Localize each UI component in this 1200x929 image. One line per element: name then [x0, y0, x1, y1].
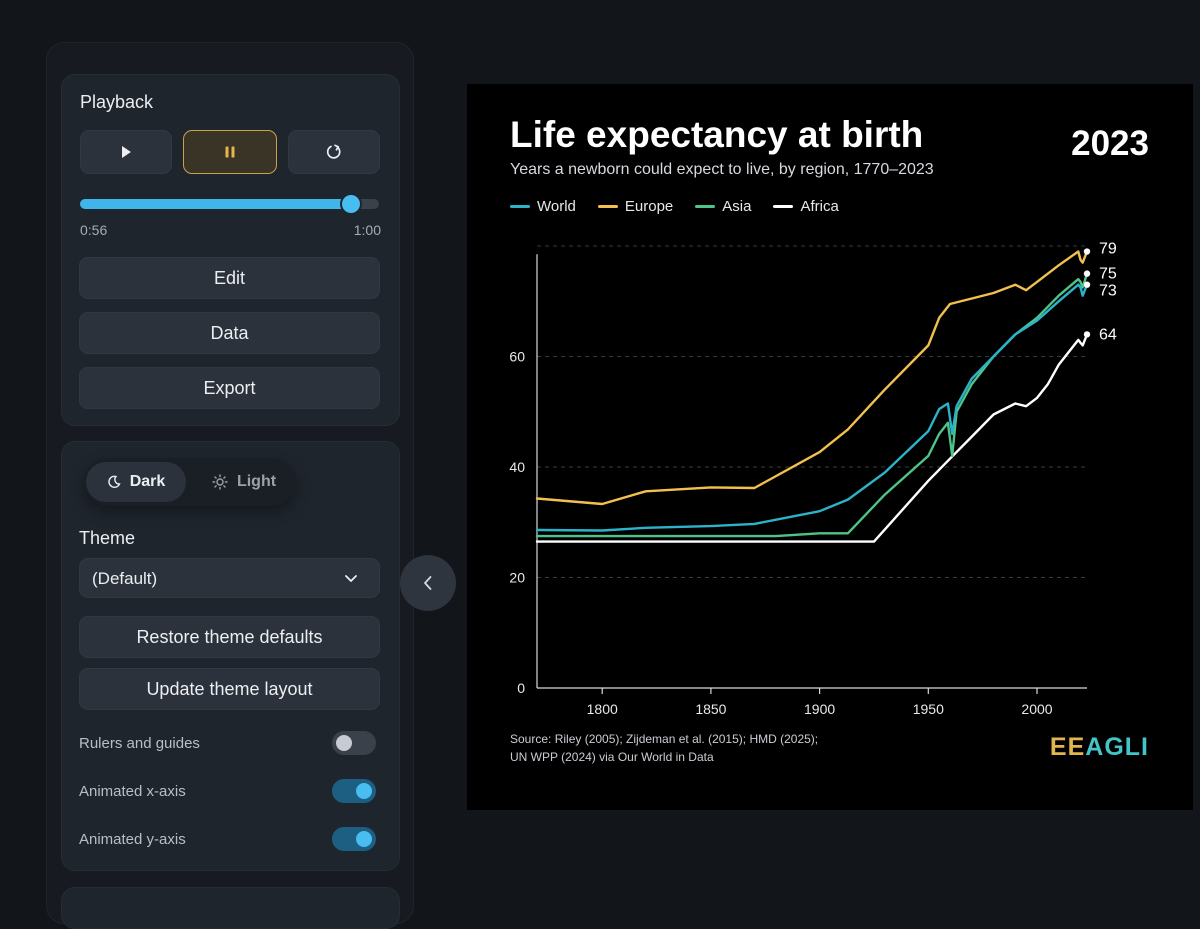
legend-label: Europe: [624, 198, 674, 215]
restart-button[interactable]: [288, 130, 380, 174]
playback-scrubber[interactable]: [80, 195, 379, 213]
moon-icon: [107, 475, 121, 488]
toggle-label: Animated y-axis: [79, 831, 186, 848]
line-chart: 0 20 40 60 1800 1850 1900 1950 2000 73 79 75 64: [509, 241, 1117, 717]
scrubber-thumb[interactable]: [341, 195, 360, 213]
chart-subtitle: Years a newborn could expect to live, by…: [510, 161, 934, 178]
series-line-asia: [535, 272, 1089, 538]
scrubber-fill: [80, 199, 351, 209]
source-line-1: Source: Riley (2005); Zijdeman et al. (2…: [510, 732, 819, 746]
end-label-asia: 75: [1099, 266, 1117, 283]
legend-label: Africa: [800, 198, 839, 215]
data-button[interactable]: Data: [79, 312, 380, 354]
legend-item-europe: Europe: [597, 198, 674, 215]
theme-mode-switch: Dark Light: [84, 458, 296, 506]
x-tick-label: 2000: [1021, 701, 1052, 717]
end-point-world: [1083, 281, 1091, 288]
play-icon: [122, 146, 131, 158]
time-current: 0:56: [80, 222, 108, 238]
chart-legend: World Europe Asia Africa: [510, 198, 839, 215]
legend-label: Asia: [722, 198, 752, 215]
chart-source: Source: Riley (2005); Zijdeman et al. (2…: [510, 730, 818, 766]
dark-mode-label: Dark: [129, 473, 166, 490]
legend-swatch: [510, 205, 530, 208]
x-tick-label: 1900: [804, 701, 835, 717]
play-button[interactable]: [80, 130, 172, 174]
time-total: 1:00: [353, 222, 381, 238]
y-tick-label: 20: [509, 570, 525, 586]
series-line-europe: [535, 250, 1089, 506]
x-tick-label: 1950: [913, 701, 944, 717]
legend-label: World: [537, 198, 576, 215]
toggle-row-y-axis: Animated y-axis: [79, 827, 380, 853]
legend-item-africa: Africa: [773, 198, 839, 215]
collapse-panel-button[interactable]: [400, 555, 456, 611]
sun-icon: [212, 474, 228, 490]
restart-icon: [326, 144, 341, 159]
end-label-world: 73: [1099, 283, 1117, 300]
theme-select[interactable]: (Default): [79, 558, 380, 598]
x-tick-label: 1800: [587, 701, 618, 717]
export-button[interactable]: Export: [79, 367, 380, 409]
light-mode-option[interactable]: Light: [196, 462, 292, 502]
chevron-down-icon: [345, 575, 357, 582]
end-point-africa: [1083, 331, 1091, 338]
theme-label: Theme: [79, 528, 136, 548]
end-label-africa: 64: [1099, 326, 1117, 343]
rulers-toggle[interactable]: [332, 731, 376, 755]
legend-item-world: World: [510, 198, 576, 215]
chart-title: Life expectancy at birth: [510, 114, 924, 155]
brand-logo: EEAGLI: [1049, 733, 1149, 761]
update-theme-layout-button[interactable]: Update theme layout: [79, 668, 380, 710]
end-point-europe: [1083, 248, 1091, 255]
animated-y-axis-toggle[interactable]: [332, 827, 376, 851]
animated-x-axis-toggle[interactable]: [332, 779, 376, 803]
y-tick-label: 0: [517, 680, 525, 696]
edit-button[interactable]: Edit: [79, 257, 380, 299]
theme-card: Dark Light Theme (Default) Restore theme…: [61, 441, 400, 871]
toggle-label: Rulers and guides: [79, 735, 200, 752]
legend-swatch: [597, 205, 618, 208]
legend-swatch: [695, 205, 716, 208]
end-point-asia: [1083, 270, 1091, 277]
series-line-africa: [535, 333, 1089, 543]
toggle-knob: [356, 831, 372, 847]
legend-item-asia: Asia: [695, 198, 751, 215]
pause-icon: [225, 146, 235, 158]
x-tick-label: 1850: [695, 701, 726, 717]
playback-card: Playback 0:56 1:00 Edit Data Export: [61, 74, 400, 426]
theme-select-value: (Default): [92, 569, 158, 588]
toggle-knob: [356, 783, 372, 799]
legend-swatch: [773, 205, 794, 208]
source-line-2: UN WPP (2024) via Our World in Data: [510, 750, 714, 764]
light-mode-label: Light: [236, 473, 277, 490]
chevron-left-icon: [424, 576, 432, 590]
next-card: [61, 887, 400, 929]
pause-button[interactable]: [183, 130, 277, 174]
dark-mode-option[interactable]: Dark: [86, 462, 186, 502]
chart-panel: Life expectancy at birth Years a newborn…: [467, 84, 1193, 810]
playback-title: Playback: [80, 92, 154, 112]
toggle-label: Animated x-axis: [79, 783, 186, 800]
toggle-knob: [336, 735, 352, 751]
chart-year: 2023: [1071, 124, 1149, 163]
y-tick-label: 60: [509, 349, 525, 365]
series-line-world: [535, 283, 1089, 532]
toggle-row-rulers: Rulers and guides: [79, 731, 380, 757]
end-label-europe: 79: [1099, 241, 1117, 258]
restore-theme-defaults-button[interactable]: Restore theme defaults: [79, 616, 380, 658]
y-tick-label: 40: [509, 459, 525, 475]
toggle-row-x-axis: Animated x-axis: [79, 779, 380, 805]
